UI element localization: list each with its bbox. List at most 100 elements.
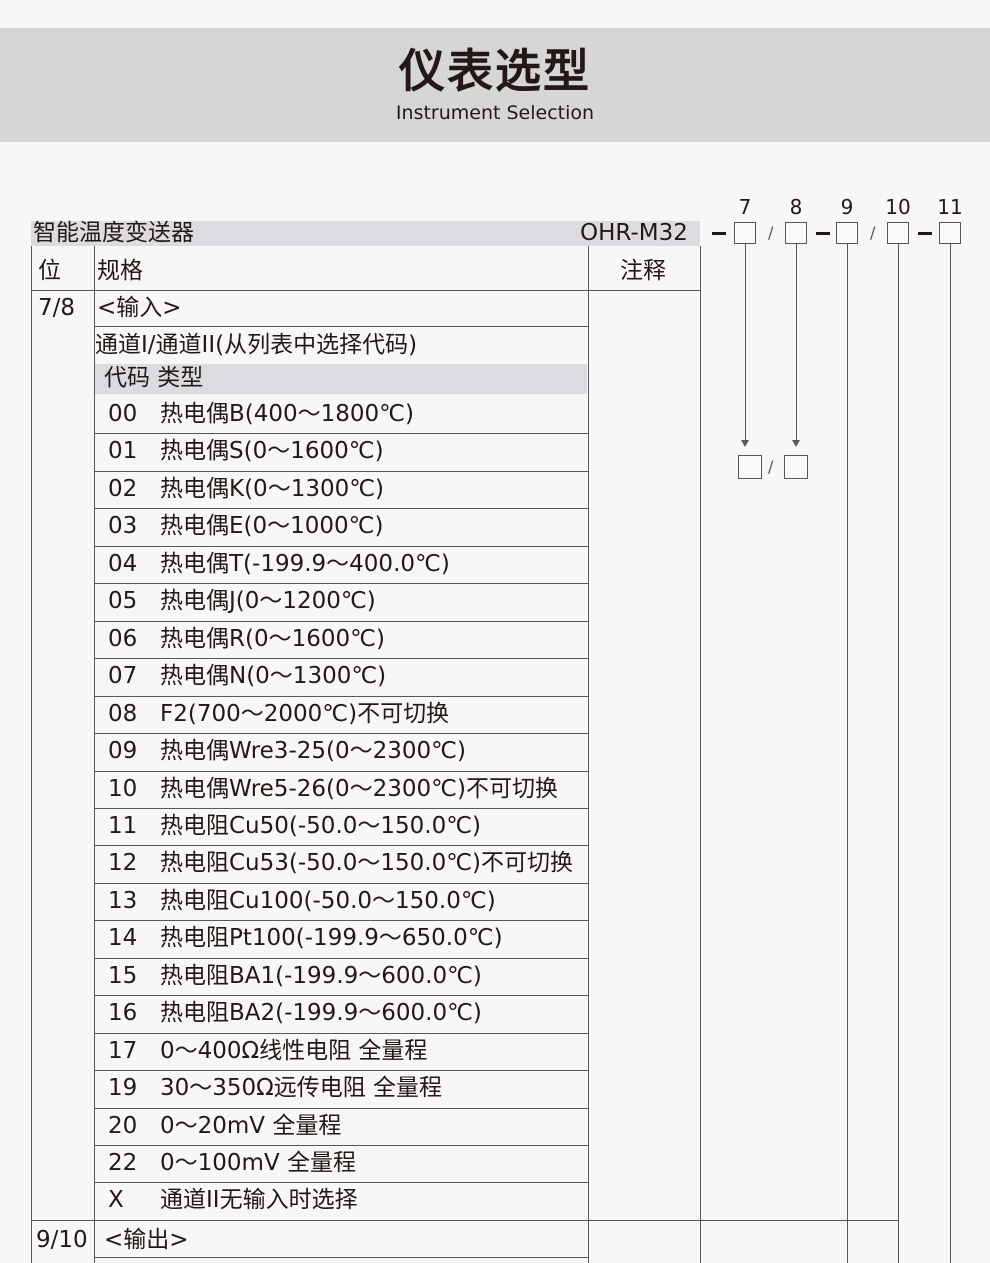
- row-code: 20: [108, 1112, 138, 1139]
- connector-line: [950, 244, 951, 1263]
- row-code: 07: [108, 663, 138, 690]
- row-code: 10: [108, 775, 138, 802]
- row-divider: [94, 471, 588, 472]
- dash: [816, 232, 830, 235]
- row-type: 热电偶E(0～1000℃): [160, 513, 384, 540]
- position-number: 10: [885, 195, 911, 219]
- product-name: 智能温度变送器: [33, 220, 194, 246]
- section-input-position: 7/8: [38, 295, 76, 321]
- row-divider: [94, 508, 588, 509]
- col-header-notes: 注释: [620, 258, 666, 284]
- position-number: 9: [840, 195, 854, 219]
- row-type: 热电偶J(0～1200℃): [160, 588, 376, 615]
- row-type: 热电阻Cu50(-50.0～150.0℃): [160, 812, 482, 839]
- row-type: 热电偶K(0～1300℃): [160, 475, 385, 502]
- code-box: [939, 222, 961, 244]
- row-divider: [94, 1070, 588, 1071]
- row-type: 热电偶Wre5-26(0～2300℃)不可切换: [160, 775, 558, 802]
- code-header-row: [95, 364, 587, 394]
- code-box: [836, 222, 858, 244]
- row-type: F2(700～2000℃)不可切换: [160, 700, 450, 727]
- row-code: 14: [108, 925, 138, 952]
- connector-line: [796, 244, 797, 440]
- row-code: 06: [108, 625, 138, 652]
- column-divider: [588, 246, 589, 1263]
- row-code: X: [108, 1187, 124, 1214]
- slash: /: [768, 457, 774, 476]
- col-header-position: 位: [38, 258, 61, 284]
- code-box: [887, 222, 909, 244]
- column-divider: [700, 246, 701, 1263]
- row-divider: [94, 658, 588, 659]
- row-divider: [94, 808, 588, 809]
- connector-line: [898, 244, 899, 1263]
- row-divider: [94, 696, 588, 697]
- row-type: 热电阻BA1(-199.9～600.0℃): [160, 962, 482, 989]
- section-divider: [31, 1220, 898, 1221]
- arrow-down-icon: [792, 440, 800, 447]
- page-subtitle: Instrument Selection: [395, 102, 595, 124]
- code-type-header: 代码 类型: [104, 365, 204, 391]
- row-type: 热电偶Wre3-25(0～2300℃): [160, 738, 466, 765]
- slash: /: [870, 223, 876, 242]
- row-divider: [94, 1033, 588, 1034]
- row-code: 05: [108, 588, 138, 615]
- table-left-border: [31, 246, 32, 1263]
- position-number: 11: [937, 195, 963, 219]
- dash: [918, 232, 932, 235]
- row-code: 13: [108, 887, 138, 914]
- section-input-label: <输入>: [97, 295, 182, 321]
- row-divider: [94, 733, 588, 734]
- row-divider: [94, 920, 588, 921]
- row-code: 12: [108, 850, 138, 877]
- row-type: 热电阻Cu100(-50.0～150.0℃): [160, 887, 496, 914]
- row-divider: [94, 995, 588, 996]
- row-type: 30～350Ω远传电阻 全量程: [160, 1075, 443, 1102]
- row-divider: [94, 621, 588, 622]
- row-divider: [94, 1108, 588, 1109]
- row-type: 热电偶T(-199.9～400.0℃): [160, 550, 450, 577]
- row-type: 热电阻BA2(-199.9～600.0℃): [160, 1000, 482, 1027]
- row-type: 热电阻Pt100(-199.9～650.0℃): [160, 925, 503, 952]
- arrow-down-icon: [741, 440, 749, 447]
- row-code: 02: [108, 475, 138, 502]
- row-code: 16: [108, 1000, 138, 1027]
- row-type: 通道II无输入时选择: [160, 1187, 358, 1214]
- row-code: 22: [108, 1150, 138, 1176]
- col-header-spec: 规格: [97, 258, 143, 284]
- model-number: OHR-M32: [580, 220, 688, 246]
- row-code: 08: [108, 700, 138, 727]
- row-divider: [94, 326, 588, 327]
- row-type: 0～100mV 全量程: [160, 1150, 356, 1176]
- section-output-position: 9/10: [36, 1227, 88, 1253]
- row-type: 0～20mV 全量程: [160, 1112, 342, 1139]
- row-code: 11: [108, 812, 138, 839]
- row-code: 03: [108, 513, 138, 540]
- slash: /: [768, 223, 774, 242]
- product-bar: [31, 221, 700, 246]
- column-divider: [94, 246, 95, 1263]
- channel2-box: [784, 455, 808, 479]
- row-type: 热电偶R(0～1600℃): [160, 625, 385, 652]
- dash: [712, 232, 726, 235]
- row-type: 热电阻Cu53(-50.0～150.0℃)不可切换: [160, 850, 574, 877]
- channel-instruction: 通道I/通道II(从列表中选择代码): [95, 332, 418, 358]
- row-divider: [94, 845, 588, 846]
- row-divider: [94, 433, 588, 434]
- row-divider: [94, 958, 588, 959]
- row-divider: [94, 883, 588, 884]
- row-code: 09: [108, 738, 138, 765]
- row-divider: [94, 1257, 588, 1258]
- code-box: [785, 222, 807, 244]
- connector-line: [847, 244, 848, 1263]
- row-type: 热电偶N(0～1300℃): [160, 663, 387, 690]
- row-divider: [94, 1145, 588, 1146]
- row-code: 00: [108, 401, 138, 427]
- row-type: 热电偶B(400～1800℃): [160, 401, 414, 427]
- row-divider: [94, 583, 588, 584]
- header-divider: [31, 290, 700, 291]
- row-code: 01: [108, 438, 138, 465]
- row-code: 15: [108, 962, 138, 989]
- section-output-label: <输出>: [104, 1227, 189, 1253]
